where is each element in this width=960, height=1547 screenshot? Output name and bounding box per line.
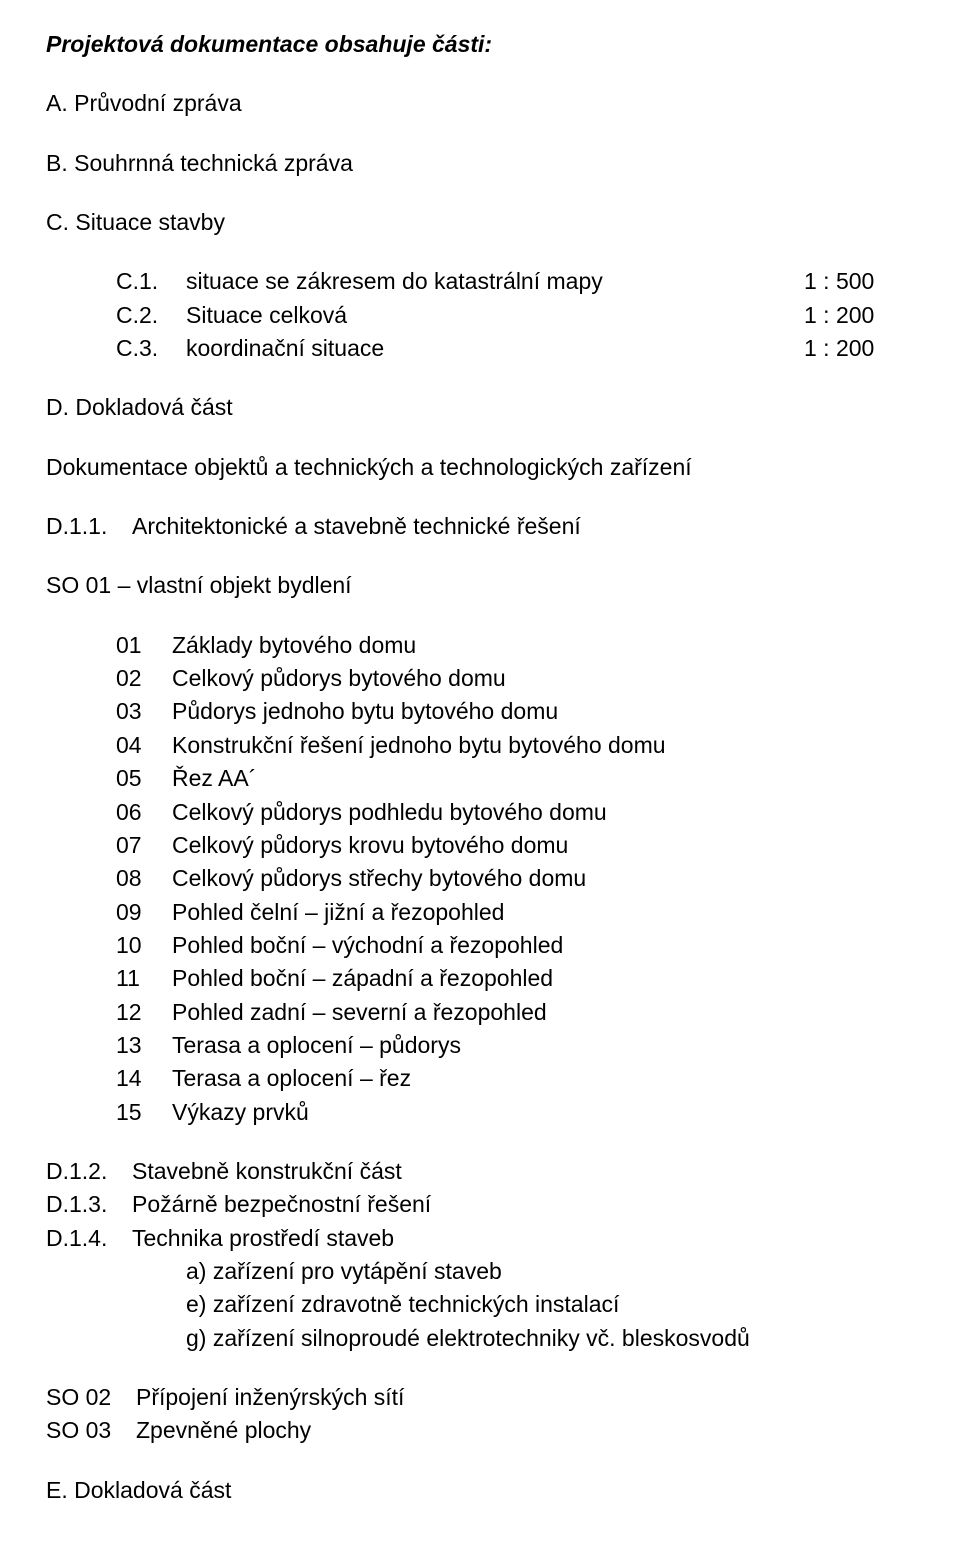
d14-sub-a: a) zařízení pro vytápění staveb [46, 1255, 914, 1288]
d12-key: D.1.2. [46, 1155, 132, 1188]
document-title: Projektová dokumentace obsahuje části: [46, 28, 914, 61]
so01-item-label: Celkový půdorys střechy bytového domu [172, 862, 586, 895]
part-c-item-key: C.2. [116, 299, 186, 332]
part-a: A. Průvodní zpráva [46, 87, 914, 120]
d13-key: D.1.3. [46, 1188, 132, 1221]
doc-objects-heading: Dokumentace objektů a technických a tech… [46, 451, 914, 484]
so01-item-num: 13 [116, 1029, 172, 1062]
part-b-label: Souhrnná technická zpráva [74, 150, 353, 176]
d14-sub-e: e) zařízení zdravotně technických instal… [46, 1288, 914, 1321]
so01-item-num: 05 [116, 762, 172, 795]
d11: D.1.1. Architektonické a stavebně techni… [46, 510, 914, 543]
so01-item: 01Základy bytového domu [116, 629, 914, 662]
so01-item-label: Terasa a oplocení – řez [172, 1062, 411, 1095]
so01-item: 10Pohled boční – východní a řezopohled [116, 929, 914, 962]
so03: SO 03 Zpevněné plochy [46, 1414, 914, 1447]
part-e-label: Dokladová část [74, 1477, 231, 1503]
so01-item-label: Výkazy prvků [172, 1096, 309, 1129]
so01-item: 12Pohled zadní – severní a řezopohled [116, 996, 914, 1029]
so03-label: Zpevněné plochy [136, 1414, 311, 1447]
so01-item-label: Celkový půdorys krovu bytového domu [172, 829, 568, 862]
part-e: E. Dokladová část [46, 1474, 914, 1507]
part-c-item-label: koordinační situace [186, 332, 804, 365]
part-c-key: C. [46, 209, 69, 235]
part-c-item: C.3. koordinační situace 1 : 200 [46, 332, 914, 365]
so01-item-num: 03 [116, 695, 172, 728]
part-d-key: D. [46, 394, 69, 420]
part-d-label: Dokladová část [75, 394, 232, 420]
so01-item-label: Konstrukční řešení jednoho bytu bytového… [172, 729, 666, 762]
so01-item-num: 14 [116, 1062, 172, 1095]
so01-item-num: 09 [116, 896, 172, 929]
part-b-key: B. [46, 150, 68, 176]
so01-item: 14Terasa a oplocení – řez [116, 1062, 914, 1095]
part-c-item-label: Situace celková [186, 299, 804, 332]
so01-item-num: 08 [116, 862, 172, 895]
d12: D.1.2. Stavebně konstrukční část [46, 1155, 914, 1188]
d11-label: Architektonické a stavebně technické řeš… [132, 510, 581, 543]
so03-key: SO 03 [46, 1414, 136, 1447]
so01-item-num: 01 [116, 629, 172, 662]
so01-item-label: Celkový půdorys podhledu bytového domu [172, 796, 607, 829]
part-a-key: A. [46, 90, 68, 116]
so02: SO 02 Přípojení inženýrských sítí [46, 1381, 914, 1414]
d14-sub-g: g) zařízení silnoproudé elektrotechniky … [46, 1322, 914, 1355]
so01-item: 04Konstrukční řešení jednoho bytu bytové… [116, 729, 914, 762]
so01-item-label: Pohled boční – východní a řezopohled [172, 929, 563, 962]
so01-item-label: Řez AA´ [172, 762, 256, 795]
so01-item-label: Základy bytového domu [172, 629, 416, 662]
so01-item: 02Celkový půdorys bytového domu [116, 662, 914, 695]
so01-item-label: Pohled čelní – jižní a řezopohled [172, 896, 504, 929]
so01-item-label: Terasa a oplocení – půdorys [172, 1029, 461, 1062]
so01-item-num: 12 [116, 996, 172, 1029]
so01-item-num: 07 [116, 829, 172, 862]
part-c-item: C.1. situace se zákresem do katastrální … [46, 265, 914, 298]
d11-key: D.1.1. [46, 510, 132, 543]
part-c-item-scale: 1 : 500 [804, 265, 914, 298]
part-b: B. Souhrnná technická zpráva [46, 147, 914, 180]
d13-label: Požárně bezpečnostní řešení [132, 1188, 431, 1221]
so01-item-num: 15 [116, 1096, 172, 1129]
so01-item-num: 02 [116, 662, 172, 695]
part-a-label: Průvodní zpráva [74, 90, 241, 116]
part-c-item-label: situace se zákresem do katastrální mapy [186, 265, 804, 298]
so01-item-label: Celkový půdorys bytového domu [172, 662, 506, 695]
so01-item-num: 10 [116, 929, 172, 962]
so01-item-num: 04 [116, 729, 172, 762]
so01-item-label: Pohled boční – západní a řezopohled [172, 962, 553, 995]
so01-item: 13Terasa a oplocení – půdorys [116, 1029, 914, 1062]
part-c-item-scale: 1 : 200 [804, 332, 914, 365]
so01-item: 07Celkový půdorys krovu bytového domu [116, 829, 914, 862]
part-c-item-scale: 1 : 200 [804, 299, 914, 332]
d12-label: Stavebně konstrukční část [132, 1155, 402, 1188]
so01: SO 01 – vlastní objekt bydlení 01Základy… [46, 569, 914, 1129]
so02-label: Přípojení inženýrských sítí [136, 1381, 404, 1414]
part-c: C. Situace stavby C.1. situace se zákres… [46, 206, 914, 365]
so01-item: 03Půdorys jednoho bytu bytového domu [116, 695, 914, 728]
so01-item: 11Pohled boční – západní a řezopohled [116, 962, 914, 995]
so01-item: 08Celkový půdorys střechy bytového domu [116, 862, 914, 895]
part-c-item: C.2. Situace celková 1 : 200 [46, 299, 914, 332]
part-e-key: E. [46, 1477, 68, 1503]
so01-label: SO 01 – vlastní objekt bydlení [46, 569, 914, 602]
part-c-item-key: C.1. [116, 265, 186, 298]
so01-item: 05Řez AA´ [116, 762, 914, 795]
d14-key: D.1.4. [46, 1222, 132, 1255]
so01-item-label: Půdorys jednoho bytu bytového domu [172, 695, 558, 728]
part-c-item-key: C.3. [116, 332, 186, 365]
so01-item-num: 06 [116, 796, 172, 829]
d14: D.1.4. Technika prostředí staveb a) zaří… [46, 1222, 914, 1355]
part-c-label: Situace stavby [75, 209, 225, 235]
d13: D.1.3. Požárně bezpečnostní řešení [46, 1188, 914, 1221]
part-d: D. Dokladová část [46, 391, 914, 424]
so01-item-num: 11 [116, 962, 172, 995]
so01-item: 09Pohled čelní – jižní a řezopohled [116, 896, 914, 929]
so01-item: 06Celkový půdorys podhledu bytového domu [116, 796, 914, 829]
so01-item-label: Pohled zadní – severní a řezopohled [172, 996, 547, 1029]
so02-key: SO 02 [46, 1381, 136, 1414]
d14-label: Technika prostředí staveb [132, 1222, 394, 1255]
so01-item: 15Výkazy prvků [116, 1096, 914, 1129]
